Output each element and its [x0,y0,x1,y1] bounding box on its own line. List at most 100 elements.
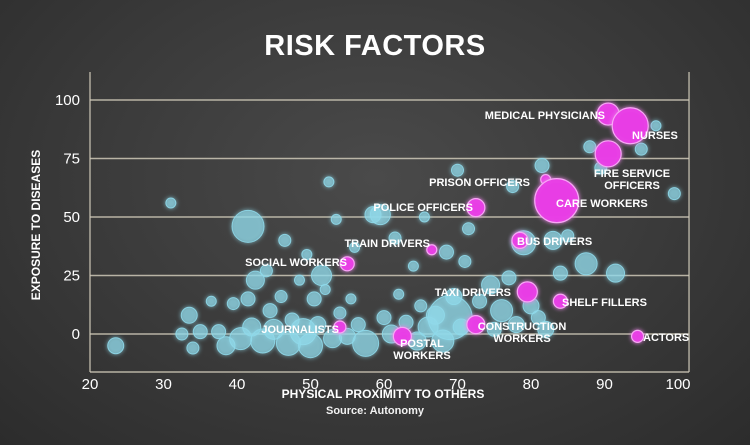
bubble [165,197,177,209]
bubble [530,310,546,326]
bubble [490,299,514,323]
bubble [333,306,347,320]
bubble [650,120,662,132]
bubble [293,274,305,286]
bubble [451,163,464,177]
bubble [606,263,626,283]
annotation-label: FIRE SERVICE OFFICERS [594,168,670,192]
annotations: MEDICAL PHYSICIANS NURSES FIRE SERVICE OFFI… [245,110,689,362]
bubble [418,211,430,223]
bubble [352,329,380,357]
bubble [186,341,200,355]
bubble [349,241,361,253]
highlight-bubble [466,315,486,335]
bubble [393,288,405,300]
bubble [561,229,575,243]
bubble [309,316,327,334]
bubble [274,290,288,304]
bubble [634,142,648,156]
bubble [534,158,550,174]
annotation-label: CARE WORKERS [556,198,648,210]
highlight-bubble [594,140,622,168]
annotation-label: CONSTRUCTION WORKERS [478,321,567,345]
highlight-bubble [339,256,355,272]
annotation-label: MEDICAL PHYSICIANS [485,110,605,122]
bubble [486,321,502,337]
bubble [205,295,217,307]
bubble [278,233,292,247]
highlight-bubble [426,244,438,256]
bubble [507,316,525,334]
x-tick-label: 90 [596,376,613,393]
bubble [472,293,488,309]
bubble [226,297,240,311]
bubble [458,254,472,268]
y-tick-label: 25 [63,268,80,285]
x-tick-label: 60 [376,376,393,393]
axis-ticks: 0 25 50 75 100 20 30 40 50 60 70 80 90 100 [55,92,691,393]
bubble [323,176,335,188]
bubble [543,230,563,250]
highlight-bubble [511,231,529,249]
x-tick-label: 100 [665,376,690,393]
bubble [211,324,227,340]
bubble [107,337,125,355]
highlight-bubble [516,281,538,303]
y-axis-label: EXPOSURE TO DISEASES [29,150,43,301]
highlight-bubble [552,293,569,309]
bubble [445,288,463,306]
annotation-label: SOCIAL WORKERS [245,257,347,269]
y-tick-label: 50 [63,209,80,226]
bubble [306,291,322,307]
x-tick-label: 80 [523,376,540,393]
bubble [414,299,428,313]
bubble [501,270,517,286]
bubble [263,318,285,340]
bubble [192,324,208,340]
annotation-label: ACTORS [643,332,689,344]
annotation-label: BUS DRIVERS [517,236,592,248]
bubble [438,244,454,260]
other-occupations [107,120,681,359]
bubble [240,291,256,307]
y-tick-label: 100 [55,92,80,109]
annotation-label: POLICE OFFICERS [373,202,473,214]
bubble [462,222,476,236]
bubble [175,327,189,341]
bubble [245,270,265,290]
x-tick-label: 20 [82,376,99,393]
highlighted-occupations [333,102,649,346]
x-tick-label: 40 [229,376,246,393]
x-tick-label: 70 [449,376,466,393]
bubble [180,306,198,324]
bubble [481,275,501,295]
x-axis-label: PHYSICAL PROXIMITY TO OTHERS [282,387,485,401]
annotation-label: PRISON OFFICERS [429,177,530,189]
bubble [407,260,419,272]
bubble [259,264,273,278]
bubble [262,303,278,319]
bubble [350,317,366,333]
annotation-label: TRAIN DRIVERS [344,238,430,250]
bubble [574,252,598,276]
bubble [345,293,357,305]
y-tick-label: 75 [63,151,80,168]
bubble [330,213,342,225]
bubble [301,248,313,260]
highlight-bubble [630,329,645,343]
highlight-bubble [611,107,649,145]
bubble [388,231,402,245]
y-tick-label: 0 [72,326,80,343]
x-tick-label: 30 [155,376,172,393]
bubble [319,284,331,296]
bubble [506,180,520,194]
bubble [376,310,392,326]
chart-title: RISK FACTORS [264,30,486,62]
bubble [298,333,323,359]
bubble [583,140,597,154]
highlight-bubble [392,326,412,346]
bubble [231,209,265,243]
x-tick-label: 50 [302,376,319,393]
annotation-label: NURSES [632,130,678,142]
